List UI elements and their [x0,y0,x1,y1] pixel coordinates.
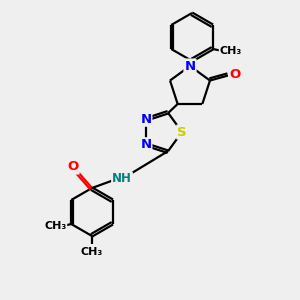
Text: CH₃: CH₃ [44,221,66,231]
Text: N: N [140,113,152,126]
Text: O: O [229,68,241,81]
Text: O: O [68,160,79,173]
Text: CH₃: CH₃ [220,46,242,56]
Text: N: N [184,59,196,73]
Text: S: S [177,125,187,139]
Text: NH: NH [112,172,132,185]
Text: CH₃: CH₃ [81,247,103,257]
Text: N: N [140,138,152,151]
